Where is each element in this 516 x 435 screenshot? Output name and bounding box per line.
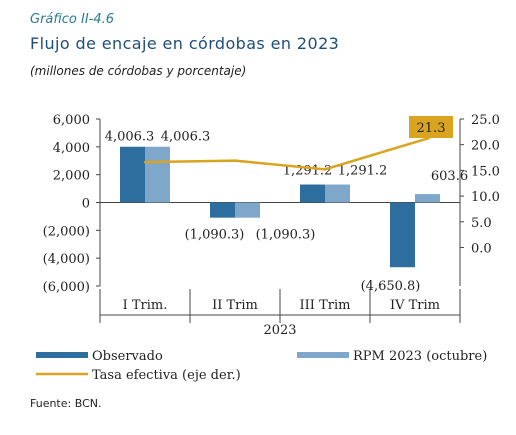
chart-title: Flujo de encaje en córdobas en 2023 [30, 34, 340, 53]
right-axis-tick-label: 5.0 [471, 216, 492, 231]
right-axis-tick-label: 0.0 [471, 241, 492, 256]
legend-label-observado: Observado [92, 349, 163, 364]
bar-rpm [415, 194, 440, 203]
line-tasa-efectiva [144, 136, 430, 171]
bar-observado [210, 202, 235, 218]
legend-swatch-rpm [297, 352, 349, 358]
data-label-tasa: 21.3 [417, 121, 446, 136]
data-label-observado: (4,650.8) [361, 279, 421, 294]
point-tasa-efectiva [143, 160, 147, 164]
x-axis-category-label: II Trim [212, 298, 258, 313]
bar-rpm [235, 202, 260, 218]
data-label-rpm: 1,291.2 [338, 164, 388, 179]
left-axis-tick-label: (2,000) [43, 224, 90, 239]
bar-observado [120, 146, 145, 203]
data-label-rpm: (1,090.3) [256, 228, 316, 243]
right-axis-tick-label: 10.0 [471, 190, 500, 205]
right-axis-tick-label: 20.0 [471, 139, 500, 154]
data-label-observado: (1,090.3) [185, 228, 245, 243]
bar-rpm [145, 146, 170, 203]
legend-label-rpm: RPM 2023 (octubre) [353, 349, 487, 364]
source-note: Fuente: BCN. [30, 397, 102, 410]
left-axis-tick-label: (6,000) [43, 280, 90, 295]
point-tasa-efectiva [233, 159, 237, 162]
right-axis-tick-label: 15.0 [471, 164, 500, 179]
point-tasa-efectiva [323, 168, 327, 171]
right-axis-tick-label: 25.0 [471, 113, 500, 128]
data-label-observado: 4,006.3 [105, 130, 155, 145]
left-axis-tick-label: 0 [82, 197, 90, 212]
bar-rpm [325, 184, 350, 203]
x-axis-category-label: IV Trim [390, 298, 440, 313]
x-axis-category-label: I Trim. [123, 298, 168, 313]
x-axis-group-label: 2023 [263, 323, 296, 338]
left-axis-tick-label: 6,000 [53, 113, 90, 128]
data-label-rpm: 603.6 [431, 169, 468, 184]
legend-swatch-observado [36, 352, 88, 358]
left-axis-tick-label: 2,000 [53, 169, 90, 184]
chart-subtitle: (millones de córdobas y porcentaje) [30, 64, 247, 78]
x-axis-category-label: III Trim [300, 298, 351, 313]
legend-label-tasa: Tasa efectiva (eje der.) [92, 368, 241, 383]
bar-observado [300, 184, 325, 203]
left-axis-tick-label: (4,000) [43, 252, 90, 267]
data-label-rpm: 4,006.3 [161, 130, 211, 145]
left-axis-tick-label: 4,000 [53, 141, 90, 156]
data-label-box-tasa [409, 116, 453, 138]
figure-label: Gráfico II-4.6 [30, 12, 115, 27]
bar-observado [390, 202, 415, 268]
